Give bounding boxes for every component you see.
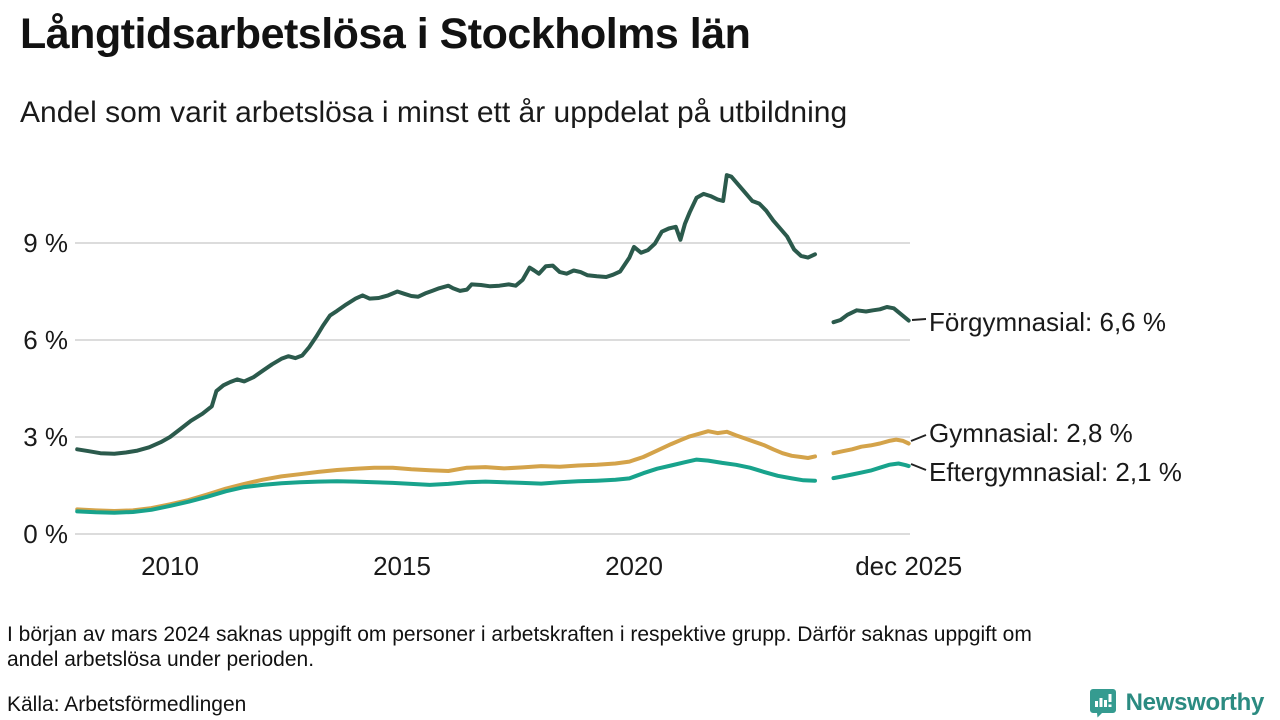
y-tick-label: 0 % <box>23 519 68 549</box>
x-tick-label: dec 2025 <box>855 551 962 581</box>
footnote: I början av mars 2024 saknas uppgift om … <box>7 622 1032 672</box>
newsworthy-icon <box>1089 689 1116 718</box>
series-line-gymnasial-seg1 <box>75 429 817 513</box>
y-tick-label: 6 % <box>23 325 68 355</box>
series-line-forgymnasial-seg1 <box>75 173 817 456</box>
series-line-forgymnasial-seg2 <box>831 305 911 325</box>
x-tick-label: 2020 <box>605 551 663 581</box>
y-tick-label: 3 % <box>23 422 68 452</box>
newsworthy-wordmark: Newsworthy <box>1125 689 1265 716</box>
newsworthy-logo: Newsworthy <box>1089 688 1264 718</box>
page-title: Långtidsarbetslösa i Stockholms län <box>20 10 751 58</box>
label-leader-eftergymnasial <box>910 463 927 471</box>
series-line-eftergymnasial-seg1 <box>75 457 817 515</box>
x-tick-label: 2015 <box>373 551 431 581</box>
chart-subtitle: Andel som varit arbetslösa i minst ett å… <box>20 96 848 129</box>
series-end-label-eftergymnasial: Eftergymnasial: 2,1 % <box>929 457 1182 487</box>
x-tick-label: 2010 <box>141 551 199 581</box>
series-end-label-forgymnasial: Förgymnasial: 6,6 % <box>929 307 1166 337</box>
series-line-eftergymnasial-seg2 <box>831 461 911 481</box>
series-end-label-gymnasial: Gymnasial: 2,8 % <box>929 418 1133 448</box>
label-leader-forgymnasial <box>911 318 927 321</box>
source-label: Källa: Arbetsförmedlingen <box>7 693 247 716</box>
footnote-line-2: andel arbetslösa under perioden. <box>7 648 315 671</box>
y-tick-label: 9 % <box>23 228 68 258</box>
footnote-line-1: I början av mars 2024 saknas uppgift om … <box>7 623 1032 646</box>
series-line-gymnasial-seg2 <box>831 437 911 456</box>
label-leader-gymnasial <box>910 434 927 442</box>
